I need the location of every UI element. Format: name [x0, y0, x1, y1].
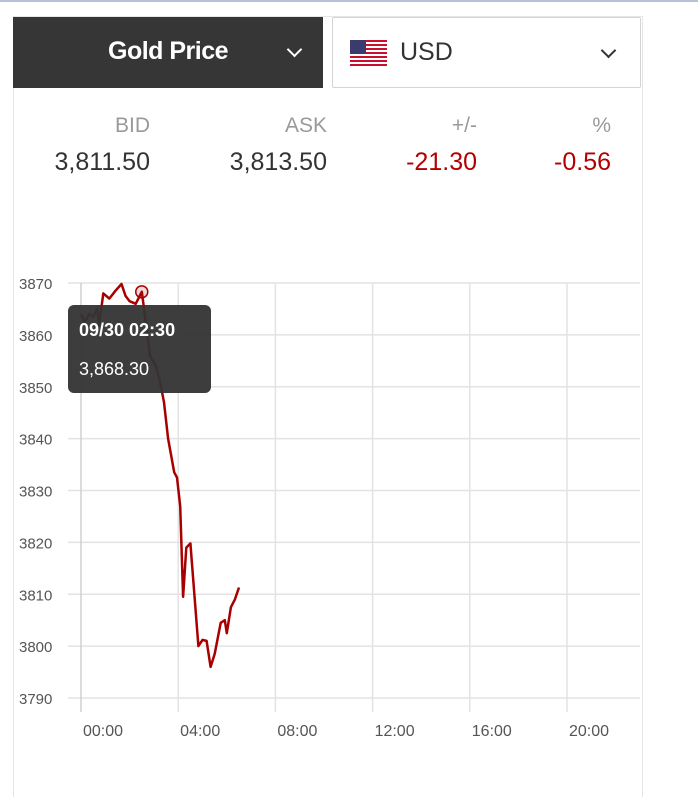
- bid-stat: BID 3,811.50: [55, 114, 150, 177]
- percent-value: -0.56: [554, 148, 611, 176]
- currency-selector-label: USD: [400, 38, 453, 66]
- bid-label: BID: [114, 114, 150, 137]
- change-stat: +/- -21.30: [406, 114, 477, 177]
- ask-value: 3,813.50: [229, 148, 327, 176]
- currency-selector[interactable]: USD: [332, 17, 641, 88]
- change-value: -21.30: [406, 148, 477, 176]
- gold-widget-panel: [13, 16, 643, 797]
- ask-label: ASK: [284, 114, 327, 137]
- change-label: +/-: [451, 114, 477, 137]
- chevron-down-icon: [600, 42, 617, 59]
- percent-stat: % -0.56: [554, 114, 611, 177]
- chevron-down-icon: [286, 41, 303, 58]
- metal-selector-label: Gold Price: [108, 37, 229, 65]
- bid-value: 3,811.50: [54, 148, 150, 176]
- us-flag-icon: [350, 40, 387, 66]
- metal-selector[interactable]: Gold Price: [13, 17, 323, 88]
- top-border: [0, 0, 698, 2]
- ask-stat: ASK 3,813.50: [230, 114, 327, 177]
- percent-label: %: [592, 114, 611, 137]
